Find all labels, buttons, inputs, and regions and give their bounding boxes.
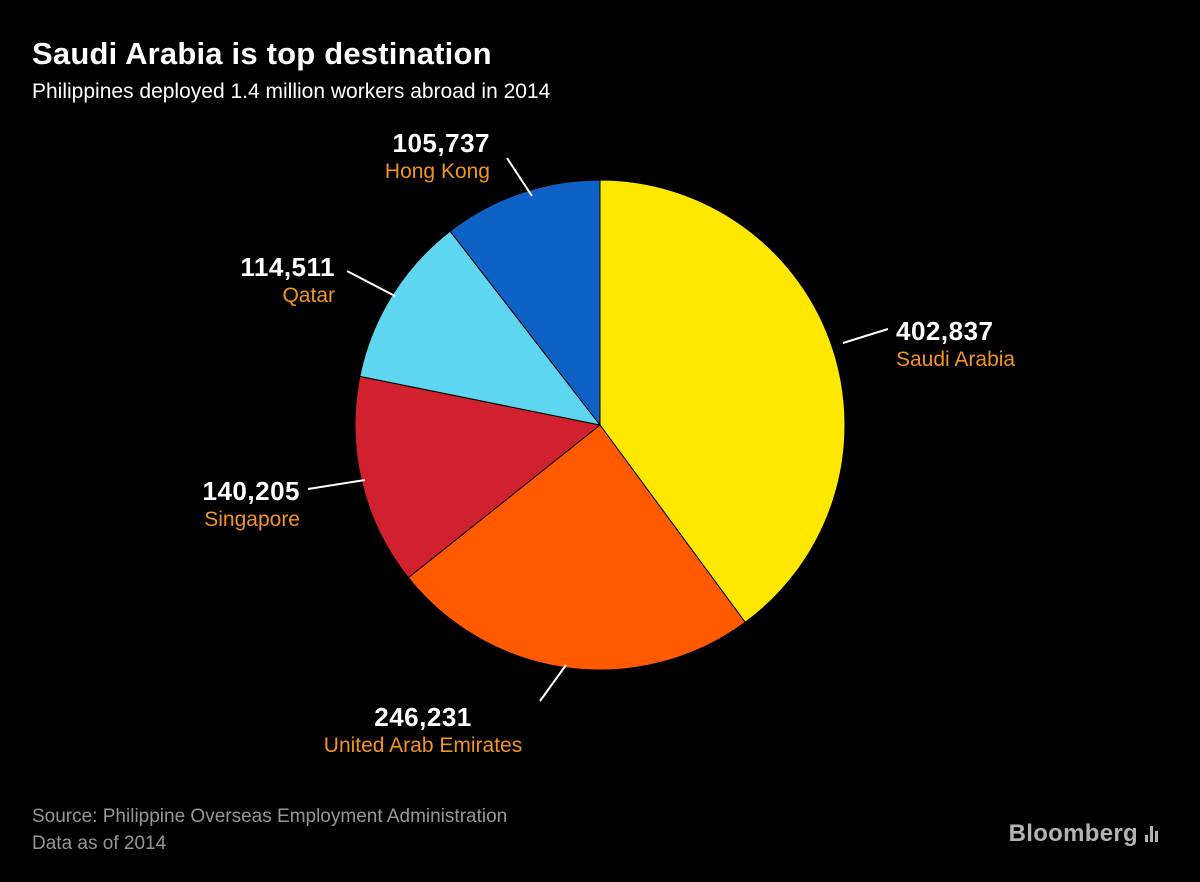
pie-slice-saudi-arabia: [599, 179, 846, 624]
label-singapore-value: 140,205: [202, 476, 300, 506]
pie-slice-hong-kong: [449, 179, 601, 427]
label-singapore-name: Singapore: [204, 508, 300, 531]
leader-line-singapore: [307, 479, 366, 490]
bloomberg-logo: Bloomberg: [1009, 820, 1158, 848]
label-hong-kong-name: Hong Kong: [384, 160, 490, 183]
label-united-arab-emirates-name: United Arab Emirates: [323, 734, 523, 757]
pie-slice-united-arab-emirates: [407, 424, 746, 671]
leader-line-qatar: [346, 270, 396, 297]
label-saudi-arabia-value: 402,837: [896, 316, 994, 346]
label-qatar-value: 114,511: [240, 252, 335, 282]
bloomberg-mark-icon: [1145, 826, 1158, 842]
label-saudi-arabia: 402,837 Saudi Arabia: [896, 316, 1116, 374]
leader-lines: [307, 157, 889, 702]
pie-slice-qatar: [359, 230, 602, 426]
label-singapore: 140,205 Singapore: [100, 476, 300, 534]
pie-slice-singapore: [354, 375, 602, 579]
source-block: Source: Philippine Overseas Employment A…: [32, 803, 507, 857]
label-hong-kong: 105,737 Hong Kong: [290, 128, 490, 186]
source-line: Source: Philippine Overseas Employment A…: [32, 806, 508, 827]
chart-title: Saudi Arabia is top destination: [32, 36, 492, 71]
label-hong-kong-value: 105,737: [392, 128, 490, 158]
bloomberg-wordmark: Bloomberg: [1008, 820, 1138, 847]
label-qatar: 114,511 Qatar: [135, 252, 335, 310]
data-as-of-line: Data as of 2014: [32, 833, 167, 854]
leader-line-hong-kong: [506, 157, 533, 197]
pie-slices: [354, 179, 846, 671]
label-qatar-name: Qatar: [282, 284, 335, 307]
label-united-arab-emirates: 246,231 United Arab Emirates: [258, 702, 588, 760]
label-united-arab-emirates-value: 246,231: [374, 702, 472, 732]
leader-line-united-arab-emirates: [539, 664, 567, 702]
label-saudi-arabia-name: Saudi Arabia: [896, 348, 1016, 371]
chart-subtitle: Philippines deployed 1.4 million workers…: [32, 80, 551, 103]
leader-line-saudi-arabia: [842, 328, 889, 344]
